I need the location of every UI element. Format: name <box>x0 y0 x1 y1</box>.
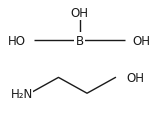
Text: B: B <box>75 34 84 47</box>
Text: HO: HO <box>7 34 25 47</box>
Text: OH: OH <box>126 71 144 84</box>
Text: H₂N: H₂N <box>10 87 33 100</box>
Text: OH: OH <box>132 34 150 47</box>
Text: OH: OH <box>71 7 88 20</box>
